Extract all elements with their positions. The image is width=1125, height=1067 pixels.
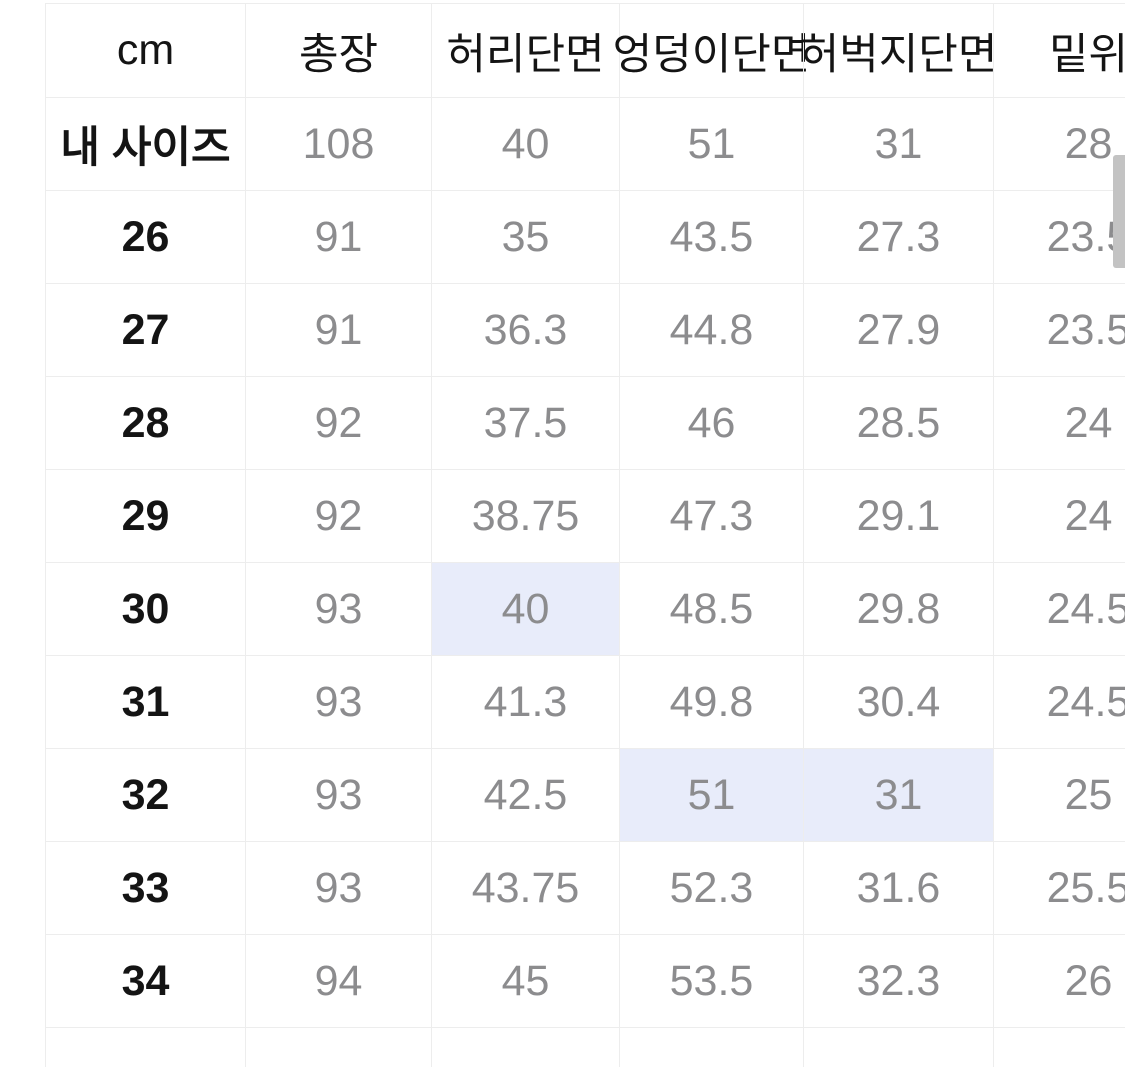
row-label: 31 [45,656,245,748]
table-row-27: 27 91 36.3 44.8 27.9 23.5 [45,283,1125,376]
empty-cell [803,1028,993,1067]
cell-hip: 48.5 [619,563,803,655]
cell-waist: 37.5 [431,377,619,469]
cell-hip: 49.8 [619,656,803,748]
row-label: 내 사이즈 [45,98,245,190]
table-header-row: cm 총장 허리단면 엉덩이단면 허벅지단면 밑위 [45,3,1125,97]
cell-thigh: 32.3 [803,935,993,1027]
table-row-30: 30 93 40 48.5 29.8 24.5 [45,562,1125,655]
col-header-total-length: 총장 [245,4,431,97]
cell-total-length: 93 [245,842,431,934]
table-row-33: 33 93 43.75 52.3 31.6 25.5 [45,841,1125,934]
cell-thigh: 31.6 [803,842,993,934]
cell-rise: 26 [993,935,1125,1027]
cell-total-length: 108 [245,98,431,190]
cell-rise: 24 [993,470,1125,562]
row-label: 26 [45,191,245,283]
col-header-waist: 허리단면 [431,4,619,97]
row-label: 34 [45,935,245,1027]
empty-cell [993,1028,1125,1067]
cell-rise: 23.5 [993,191,1125,283]
cell-hip: 43.5 [619,191,803,283]
cell-rise: 24.5 [993,563,1125,655]
cell-total-length: 94 [245,935,431,1027]
table-row-28: 28 92 37.5 46 28.5 24 [45,376,1125,469]
cell-thigh: 27.9 [803,284,993,376]
cell-rise: 24 [993,377,1125,469]
cell-waist: 36.3 [431,284,619,376]
table-row-31: 31 93 41.3 49.8 30.4 24.5 [45,655,1125,748]
cell-hip: 47.3 [619,470,803,562]
cell-thigh: 28.5 [803,377,993,469]
cell-waist: 42.5 [431,749,619,841]
col-header-unit: cm [45,4,245,97]
cell-waist: 43.75 [431,842,619,934]
cell-waist-highlighted: 40 [431,563,619,655]
cell-waist: 45 [431,935,619,1027]
empty-cell [619,1028,803,1067]
cell-hip: 44.8 [619,284,803,376]
table-row-26: 26 91 35 43.5 27.3 23.5 [45,190,1125,283]
table-row-partial [45,1027,1125,1067]
cell-waist: 40 [431,98,619,190]
cell-thigh: 31 [803,98,993,190]
cell-total-length: 93 [245,749,431,841]
cell-thigh-highlighted: 31 [803,749,993,841]
vertical-scrollbar-thumb[interactable] [1113,155,1125,268]
cell-waist: 38.75 [431,470,619,562]
cell-rise: 28 [993,98,1125,190]
cell-waist: 35 [431,191,619,283]
cell-thigh: 27.3 [803,191,993,283]
cell-thigh: 29.8 [803,563,993,655]
cell-thigh: 29.1 [803,470,993,562]
col-header-rise: 밑위 [993,4,1125,97]
col-header-hip: 엉덩이단면 [613,4,810,97]
cell-total-length: 91 [245,284,431,376]
table-row-29: 29 92 38.75 47.3 29.1 24 [45,469,1125,562]
row-label: 27 [45,284,245,376]
empty-cell [245,1028,431,1067]
cell-rise: 25.5 [993,842,1125,934]
cell-rise: 25 [993,749,1125,841]
cell-waist: 41.3 [431,656,619,748]
cell-hip: 52.3 [619,842,803,934]
cell-total-length: 93 [245,656,431,748]
size-chart-table[interactable]: cm 총장 허리단면 엉덩이단면 허벅지단면 밑위 내 사이즈 108 40 5… [45,3,1125,1067]
cell-hip: 53.5 [619,935,803,1027]
table-row-32: 32 93 42.5 51 31 25 [45,748,1125,841]
cell-total-length: 92 [245,377,431,469]
empty-cell [45,1028,245,1067]
table-row-my-size: 내 사이즈 108 40 51 31 28 [45,97,1125,190]
col-header-thigh: 허벅지단면 [800,4,997,97]
empty-cell [431,1028,619,1067]
cell-total-length: 93 [245,563,431,655]
row-label: 30 [45,563,245,655]
cell-rise: 23.5 [993,284,1125,376]
cell-total-length: 91 [245,191,431,283]
cell-hip-highlighted: 51 [619,749,803,841]
row-label: 29 [45,470,245,562]
cell-thigh: 30.4 [803,656,993,748]
table-row-34: 34 94 45 53.5 32.3 26 [45,934,1125,1027]
row-label: 32 [45,749,245,841]
cell-hip: 51 [619,98,803,190]
cell-hip: 46 [619,377,803,469]
cell-total-length: 92 [245,470,431,562]
row-label: 28 [45,377,245,469]
cell-rise: 24.5 [993,656,1125,748]
row-label: 33 [45,842,245,934]
